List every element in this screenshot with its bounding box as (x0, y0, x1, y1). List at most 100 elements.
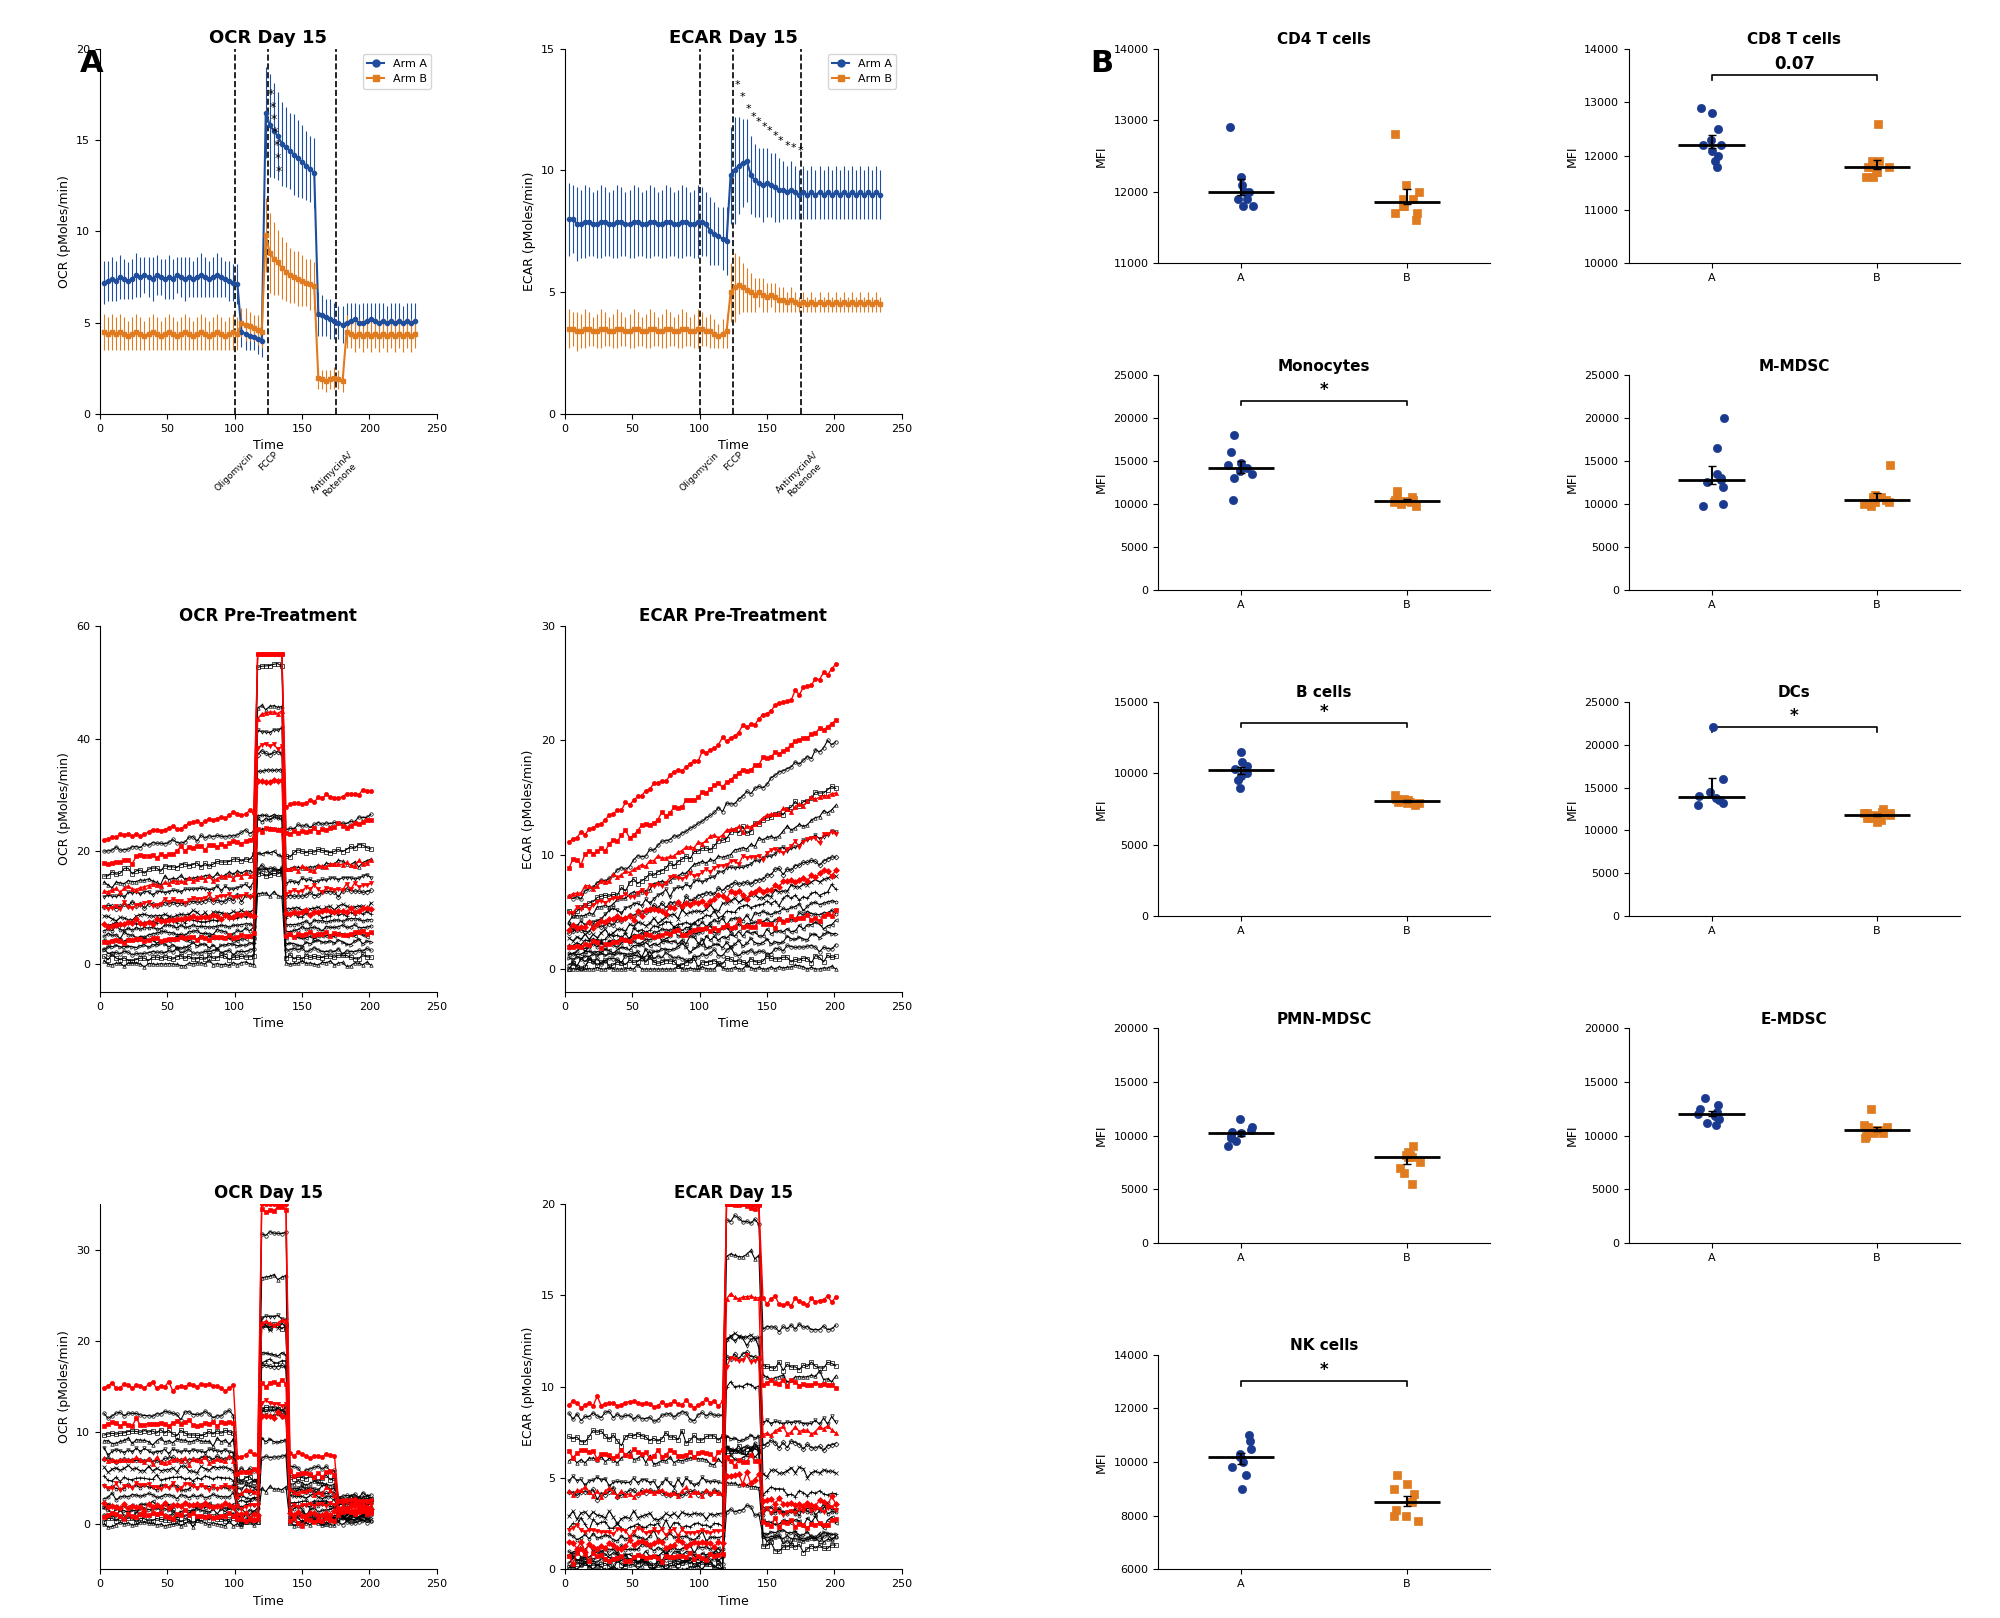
Y-axis label: MFI: MFI (1094, 472, 1108, 493)
Point (1874, 453, 1906, 479)
Point (1232, 1422, 1264, 1448)
Point (1864, 1116, 1896, 1142)
Point (1226, 739, 1258, 765)
Title: ECAR Day 15: ECAR Day 15 (668, 29, 798, 47)
Point (1378, 1503, 1410, 1529)
Point (1852, 1113, 1884, 1139)
Point (1378, 489, 1410, 515)
Point (1218, 756, 1250, 781)
Legend: Arm A, Arm B: Arm A, Arm B (362, 53, 432, 89)
Text: *: * (276, 165, 282, 178)
X-axis label: Time: Time (718, 440, 748, 453)
Point (1216, 1123, 1248, 1149)
Point (1224, 775, 1256, 801)
Text: *: * (268, 87, 274, 100)
Point (1708, 404, 1740, 430)
Point (1396, 1171, 1428, 1197)
Text: *: * (762, 121, 768, 131)
Point (1394, 1142, 1426, 1168)
Point (1400, 207, 1432, 233)
Point (1212, 1133, 1244, 1158)
X-axis label: Time: Time (718, 1018, 748, 1031)
Point (1856, 1095, 1888, 1121)
Point (1400, 493, 1432, 519)
Point (1856, 149, 1888, 175)
Y-axis label: MFI: MFI (1094, 1451, 1108, 1472)
Text: *: * (270, 100, 276, 113)
Point (1706, 474, 1738, 500)
Point (1236, 1435, 1268, 1461)
Point (1866, 807, 1898, 833)
Title: NK cells: NK cells (1290, 1338, 1358, 1354)
Point (1850, 1123, 1882, 1149)
Point (1706, 466, 1738, 492)
Point (1392, 1144, 1424, 1170)
Title: CD8 T cells: CD8 T cells (1748, 32, 1842, 47)
Point (1700, 1112, 1732, 1137)
Point (1392, 1139, 1424, 1165)
Point (1394, 790, 1426, 815)
Point (1230, 757, 1262, 783)
Point (1390, 172, 1422, 197)
Point (1212, 453, 1244, 479)
Text: AntimycinA/
Rotenone: AntimycinA/ Rotenone (310, 450, 362, 503)
Point (1230, 1463, 1262, 1489)
Text: *: * (740, 92, 746, 102)
Title: E-MDSC: E-MDSC (1762, 1011, 1828, 1027)
Point (1398, 487, 1430, 513)
Point (1396, 1133, 1428, 1158)
Point (1222, 767, 1254, 793)
Point (1850, 165, 1882, 191)
Point (1702, 142, 1734, 168)
Point (1234, 1427, 1266, 1453)
Text: *: * (272, 126, 278, 139)
Point (1700, 435, 1732, 461)
Title: OCR Day 15: OCR Day 15 (214, 1184, 322, 1202)
Point (1218, 466, 1250, 492)
Text: *: * (750, 112, 756, 121)
Text: Oligomycin: Oligomycin (678, 450, 720, 493)
Point (1868, 1120, 1900, 1146)
Point (1216, 1455, 1248, 1480)
Text: *: * (746, 105, 750, 115)
Point (1390, 1142, 1422, 1168)
Point (1224, 1442, 1256, 1468)
Point (1390, 788, 1422, 814)
X-axis label: Time: Time (254, 440, 284, 453)
Point (1380, 1497, 1412, 1523)
Point (1852, 154, 1884, 180)
Point (1872, 154, 1904, 180)
Point (1692, 469, 1724, 495)
Text: *: * (274, 152, 280, 165)
Point (1686, 493, 1718, 519)
Point (1702, 116, 1734, 142)
Text: *: * (1320, 702, 1328, 722)
Point (1858, 489, 1890, 515)
Point (1874, 801, 1906, 827)
Point (1232, 760, 1264, 786)
Text: *: * (270, 113, 276, 126)
Title: OCR Day 15: OCR Day 15 (210, 29, 328, 47)
Title: CD4 T cells: CD4 T cells (1276, 32, 1370, 47)
Point (1384, 490, 1416, 516)
Point (1388, 786, 1420, 812)
Point (1380, 786, 1412, 812)
Point (1232, 180, 1264, 205)
Text: *: * (778, 136, 784, 146)
Point (1232, 752, 1264, 778)
Point (1378, 201, 1410, 227)
Point (1706, 765, 1738, 791)
Y-axis label: ECAR (pMoles/min): ECAR (pMoles/min) (522, 172, 536, 291)
Point (1852, 1116, 1884, 1142)
Point (1694, 778, 1726, 804)
Point (1380, 484, 1412, 510)
Point (1396, 484, 1428, 510)
Point (1378, 1476, 1410, 1502)
Point (1388, 193, 1420, 218)
Point (1396, 1144, 1428, 1170)
Text: *: * (734, 81, 740, 91)
Point (1688, 133, 1720, 159)
Text: A: A (80, 49, 104, 78)
Point (1216, 487, 1248, 513)
Text: *: * (798, 146, 804, 155)
